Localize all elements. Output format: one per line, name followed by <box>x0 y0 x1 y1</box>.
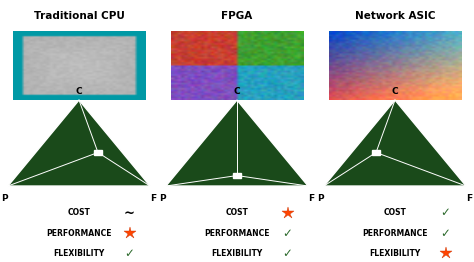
Bar <box>94 150 102 155</box>
Text: P: P <box>1 194 8 203</box>
Bar <box>233 173 241 178</box>
Text: P: P <box>159 194 166 203</box>
Bar <box>372 150 380 155</box>
Polygon shape <box>8 100 150 186</box>
Text: FLEXIBILITY: FLEXIBILITY <box>211 249 263 258</box>
Text: FLEXIBILITY: FLEXIBILITY <box>369 249 420 258</box>
Text: FLEXIBILITY: FLEXIBILITY <box>54 249 105 258</box>
Text: Traditional CPU: Traditional CPU <box>34 11 125 21</box>
Text: ✓: ✓ <box>283 227 292 240</box>
Text: COST: COST <box>383 209 406 217</box>
Text: ✓: ✓ <box>441 227 450 240</box>
Text: ~: ~ <box>124 206 135 220</box>
Text: F: F <box>466 194 472 203</box>
Text: ✓: ✓ <box>441 206 450 220</box>
Text: C: C <box>392 87 398 96</box>
Polygon shape <box>324 100 466 186</box>
Text: PERFORMANCE: PERFORMANCE <box>46 229 112 238</box>
Text: ✓: ✓ <box>283 247 292 260</box>
Text: C: C <box>234 87 240 96</box>
Text: FPGA: FPGA <box>221 11 253 21</box>
Text: COST: COST <box>226 209 248 217</box>
Text: F: F <box>150 194 156 203</box>
Text: ✓: ✓ <box>125 247 135 260</box>
Text: F: F <box>308 194 314 203</box>
Text: C: C <box>76 87 82 96</box>
Text: PERFORMANCE: PERFORMANCE <box>204 229 270 238</box>
Text: PERFORMANCE: PERFORMANCE <box>362 229 428 238</box>
Polygon shape <box>166 100 308 186</box>
Text: P: P <box>318 194 324 203</box>
Text: COST: COST <box>68 209 91 217</box>
Text: Network ASIC: Network ASIC <box>355 11 435 21</box>
